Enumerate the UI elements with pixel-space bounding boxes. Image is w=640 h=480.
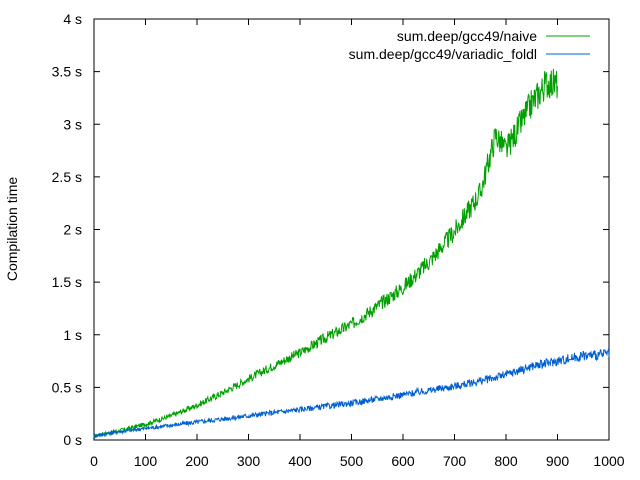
y-tick-label-5: 2.5 s [52,169,82,185]
y-tick-label-1: 0.5 s [52,379,82,395]
x-tick-label-4: 400 [288,453,312,469]
legend-label-0: sum.deep/gcc49/naive [397,28,537,44]
plot-frame [93,18,610,441]
y-tick-label-0: 0 s [63,432,82,448]
x-tick-label-6: 600 [391,453,415,469]
legend-label-1: sum.deep/gcc49/variadic_foldl [349,46,537,62]
y-tick-label-6: 3 s [63,116,82,132]
legend: sum.deep/gcc49/naive sum.deep/gcc49/varia… [349,28,590,62]
y-tick-label-8: 4 s [63,11,82,27]
x-tick-label-7: 700 [443,453,467,469]
series-layer [93,68,610,439]
x-tick-label-8: 800 [494,453,518,469]
y-axis-label: Compilation time [4,177,20,281]
y-tick-label-7: 3.5 s [52,64,82,80]
y-tick-label-3: 1.5 s [52,274,82,290]
x-tick-label-1: 100 [134,453,158,469]
x-tick-label-10: 1000 [593,453,624,469]
series-line-1 [93,348,610,439]
x-tick-label-0: 0 [90,453,98,469]
x-tick-label-2: 200 [185,453,209,469]
axis-ticks: 0 100 200 300 400 500 600 700 800 900 1000 0 s 0.5 s… [52,11,625,469]
y-tick-label-4: 2 s [63,222,82,238]
x-tick-label-5: 500 [340,453,364,469]
x-tick-label-9: 900 [546,453,570,469]
y-tick-label-2: 1 s [63,327,82,343]
series-line-0 [93,68,558,439]
x-tick-label-3: 300 [237,453,261,469]
